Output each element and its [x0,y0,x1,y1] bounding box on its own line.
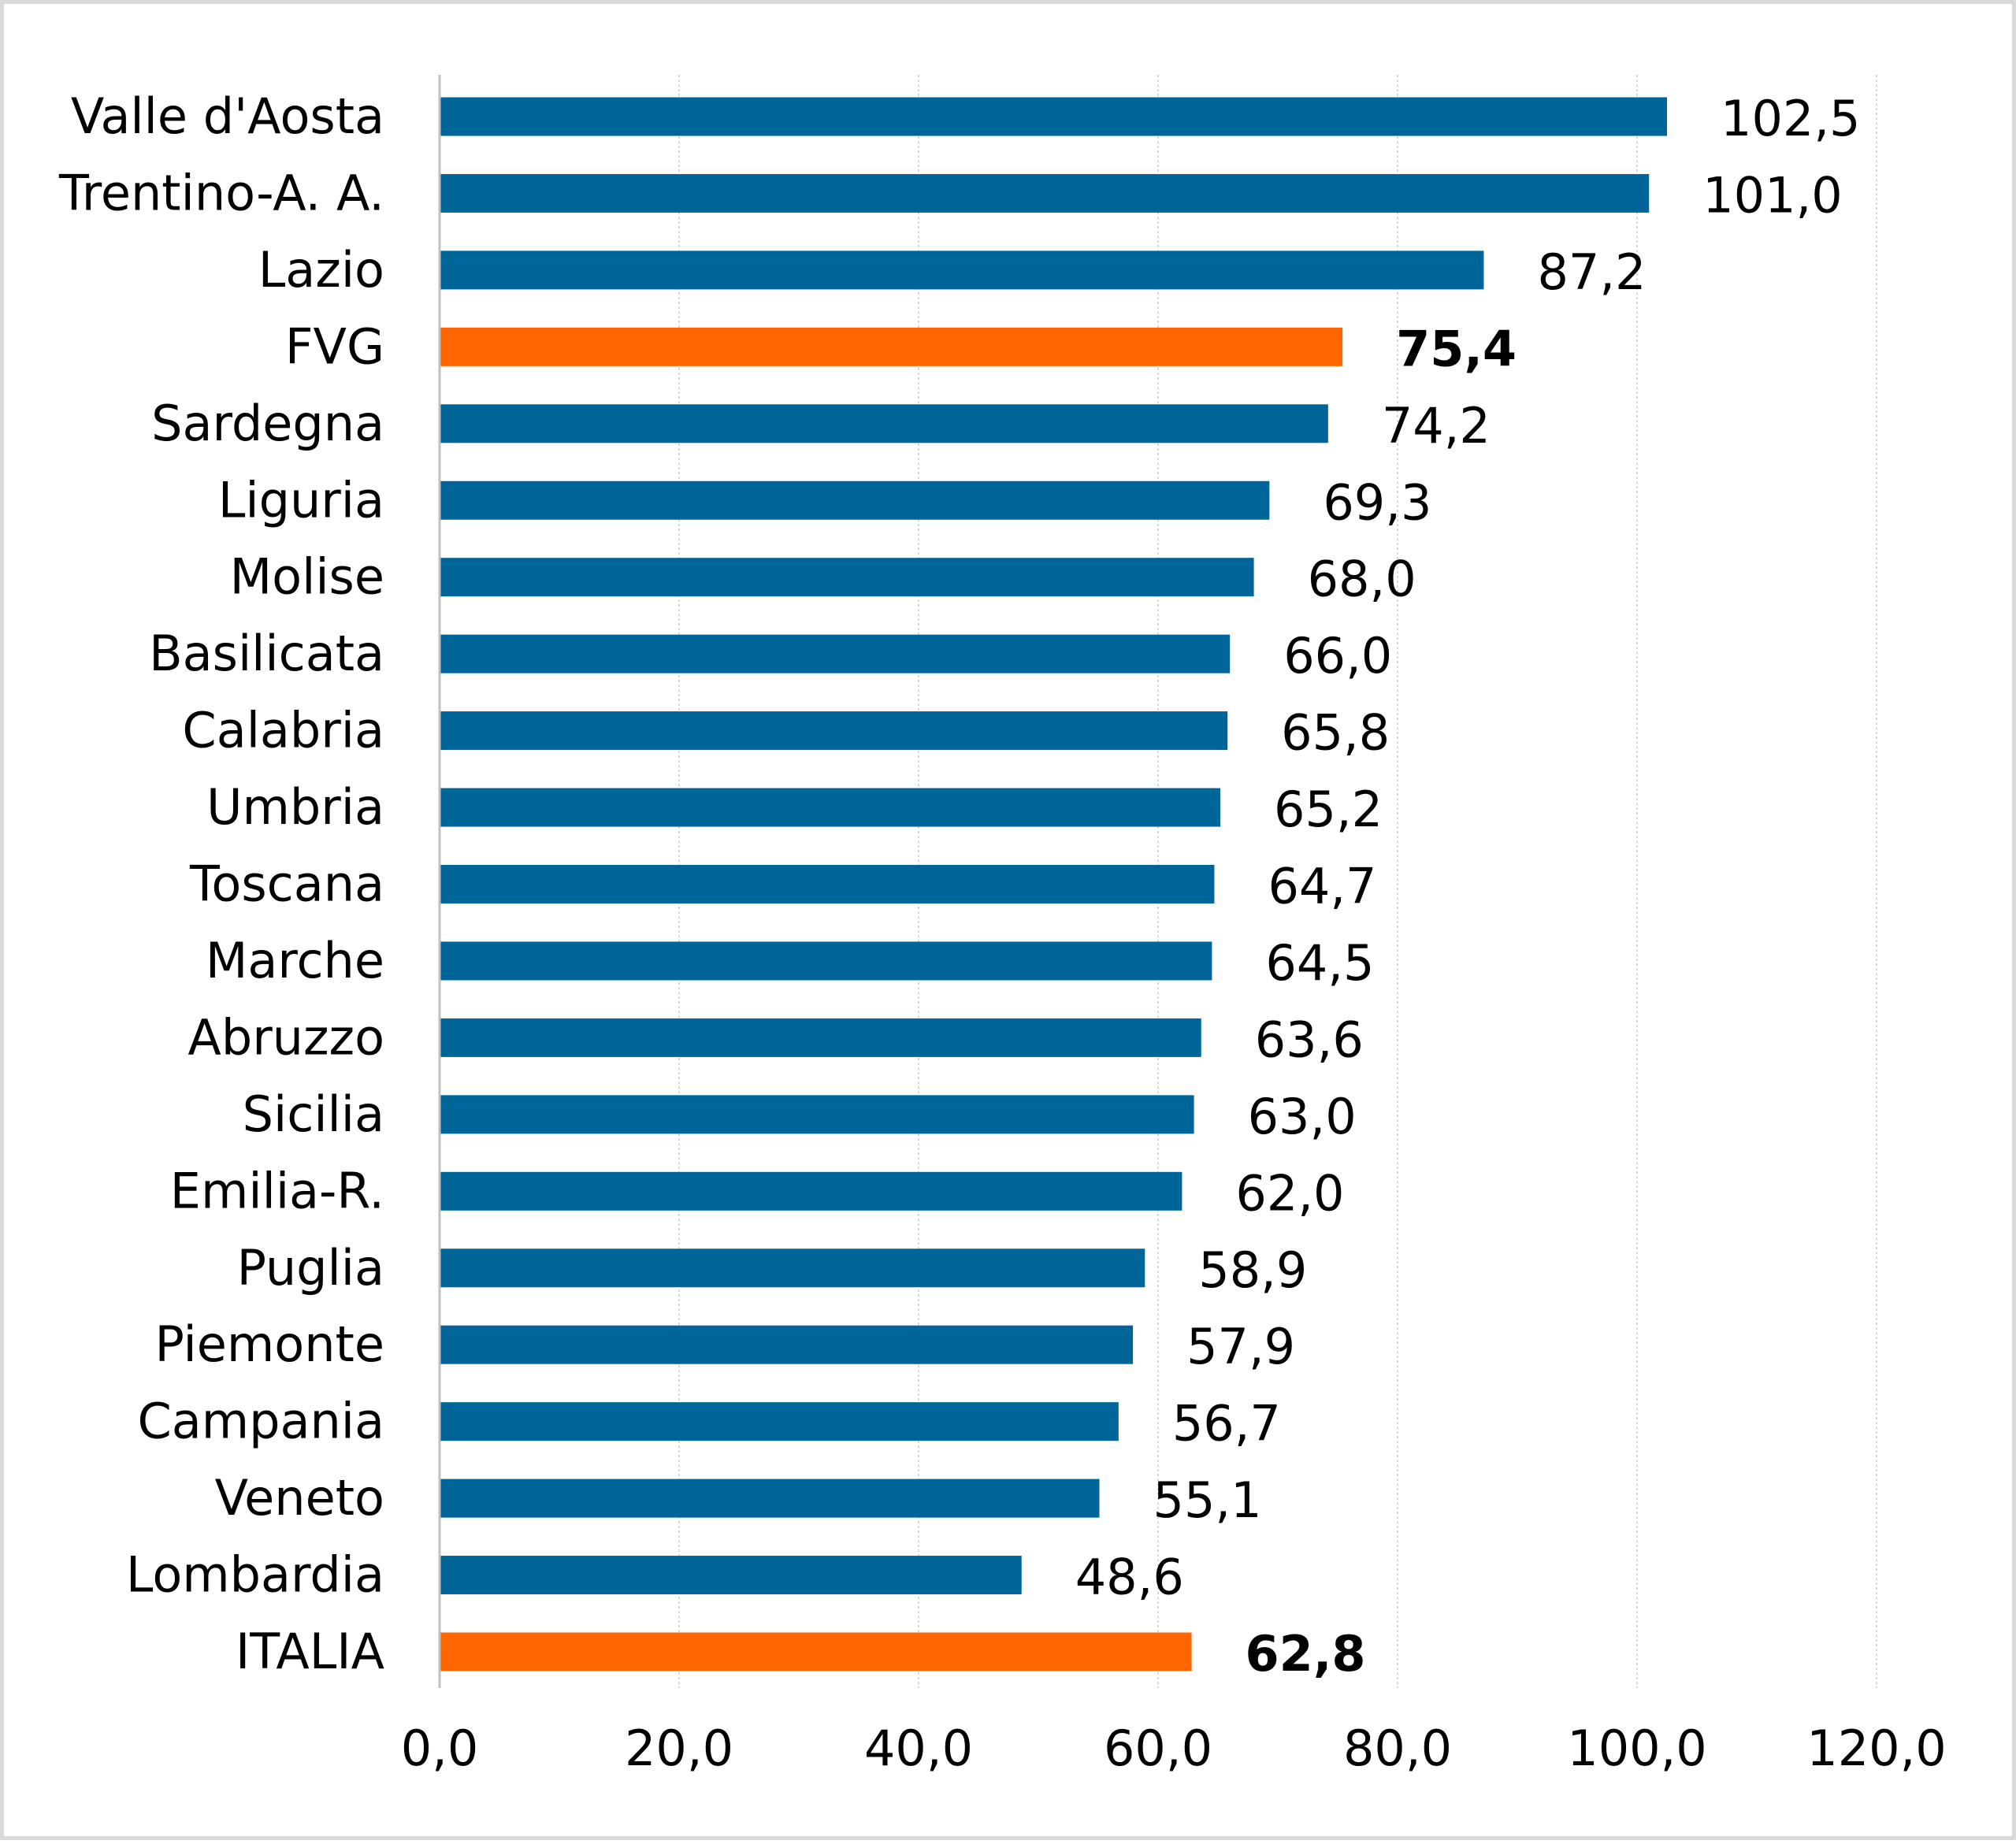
bar [440,788,1221,827]
category-label: Toscana [189,855,384,913]
bar [440,327,1343,366]
category-label: Puglia [237,1239,384,1297]
x-tick-labels: 0,0 20,0 40,0 60,0 80,0 100,0 120,0 [401,1720,1947,1777]
x-tick-label: 40,0 [864,1720,973,1777]
data-label: 75,4 [1396,320,1517,377]
category-label: Emilia-R. [170,1162,384,1219]
bar [440,865,1215,903]
bar [440,1632,1192,1671]
bar [440,1325,1134,1364]
bar [440,1479,1100,1518]
x-tick-label: 20,0 [625,1720,733,1777]
bar [440,941,1212,981]
bar [440,634,1231,673]
bars [440,97,1667,1671]
category-label: Sardegna [151,395,384,452]
bar [440,558,1254,597]
bar [440,1556,1022,1595]
bar [440,1402,1119,1441]
data-label: 63,6 [1255,1011,1364,1068]
category-label: Campania [137,1393,384,1450]
data-label: 62,0 [1235,1164,1344,1222]
category-label: Trentino-A. A. [58,164,384,221]
category-label: FVG [285,317,384,375]
category-labels: Valle d'Aosta Trentino-A. A. Lazio FVG Sarde… [58,87,384,1680]
category-label: Marche [206,932,384,989]
data-label: 48,6 [1075,1549,1184,1606]
x-tick-label: 60,0 [1104,1720,1212,1777]
data-label: 65,2 [1274,781,1383,838]
bar [440,711,1228,751]
category-label: ITALIA [236,1623,384,1680]
data-label: 55,1 [1153,1471,1262,1529]
category-label: Valle d'Aosta [71,87,384,145]
bar [440,1018,1201,1057]
data-label: 65,8 [1281,704,1390,762]
bar [440,1249,1145,1288]
category-label: Molise [230,548,384,606]
data-label: 66,0 [1283,627,1392,685]
bar [440,97,1667,136]
data-label: 69,3 [1323,473,1431,531]
data-label: 57,9 [1186,1318,1295,1375]
category-label: Lombardia [126,1546,384,1604]
data-label: 74,2 [1382,397,1491,455]
bar [440,1171,1182,1211]
category-label: Sicilia [243,1085,384,1143]
data-label: 87,2 [1537,243,1646,301]
data-label: 64,5 [1265,934,1374,992]
data-label: 68,0 [1308,551,1416,608]
data-label: 62,8 [1246,1625,1366,1683]
value-labels: 102,5 101,0 87,2 75,4 74,2 69,3 68,0 66,0 65,8 65… [1075,90,1861,1683]
data-label: 56,7 [1172,1395,1281,1453]
data-label: 58,9 [1198,1241,1307,1299]
category-label: Abruzzo [187,1008,384,1066]
bar [440,250,1484,290]
bar [440,173,1650,213]
bar [440,404,1328,443]
x-tick-label: 120,0 [1806,1720,1947,1777]
x-tick-label: 80,0 [1343,1720,1452,1777]
data-label: 64,7 [1268,858,1376,915]
category-label: Liguria [218,471,384,529]
category-label: Umbria [206,778,384,836]
x-tick-label: 0,0 [401,1720,479,1777]
data-label: 101,0 [1702,166,1843,224]
bar [440,480,1270,520]
data-label: 102,5 [1721,90,1861,147]
category-label: Calabria [182,702,384,759]
category-label: Lazio [258,241,384,299]
data-label: 63,0 [1248,1088,1357,1145]
x-tick-label: 100,0 [1567,1720,1707,1777]
bar [440,1095,1194,1134]
category-label: Basilicata [149,625,384,682]
category-label: Piemonte [155,1315,384,1373]
bar-chart: Valle d'Aosta Trentino-A. A. Lazio FVG Sarde… [58,75,1947,1777]
category-label: Veneto [215,1469,384,1527]
